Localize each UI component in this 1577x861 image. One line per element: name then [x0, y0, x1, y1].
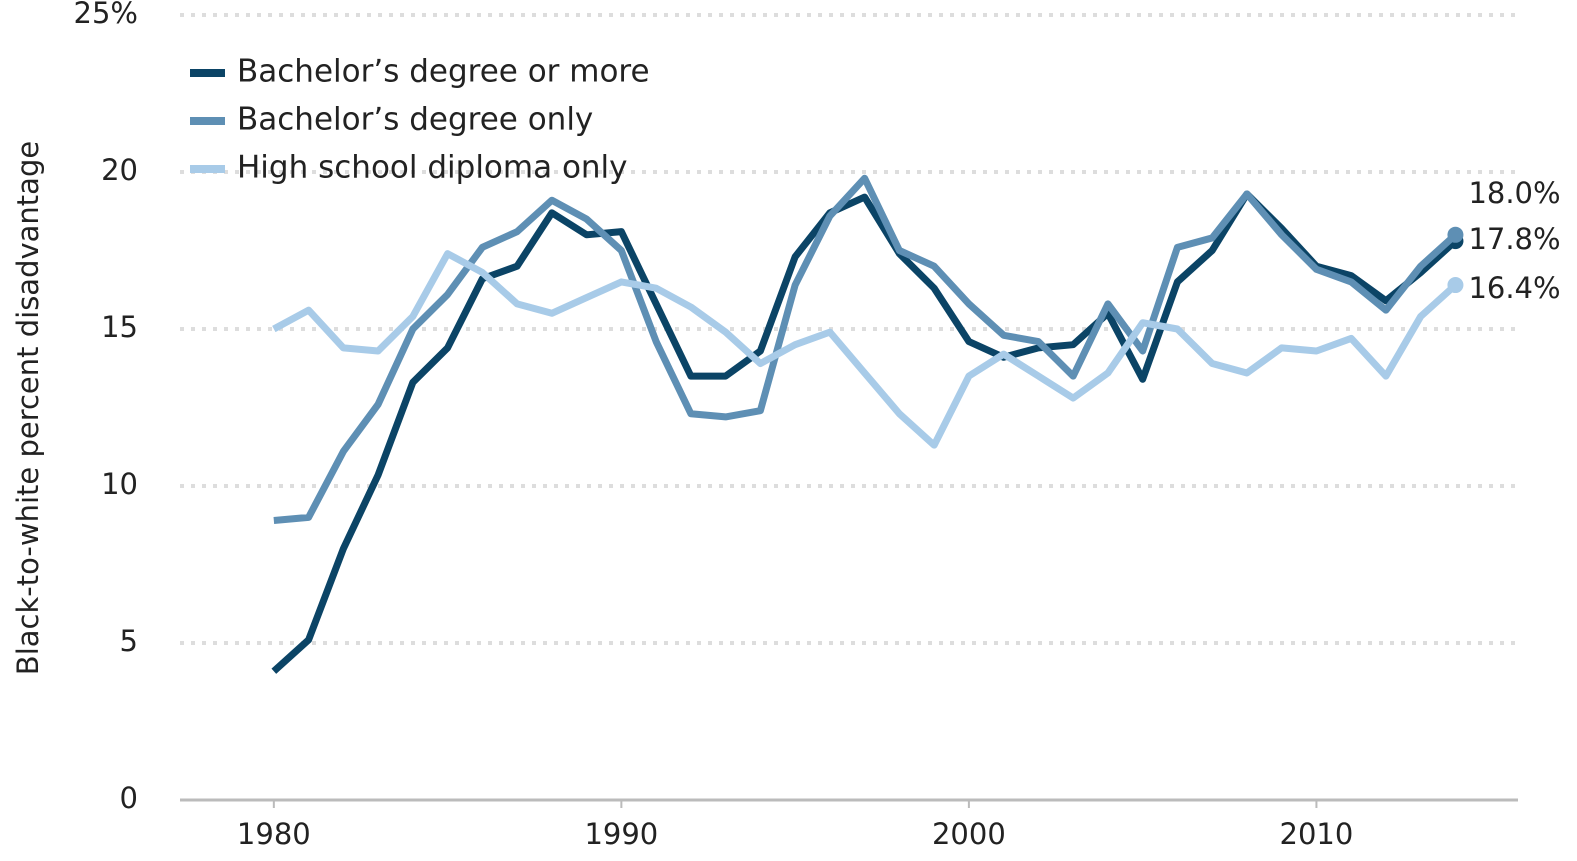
legend-label: High school diploma only: [237, 150, 628, 186]
y-tick-label: 25%: [74, 0, 138, 30]
y-axis-label: Black-to-white percent disadvantage: [11, 141, 45, 675]
y-tick-label: 20: [101, 153, 138, 187]
x-tick-label: 1990: [584, 817, 658, 851]
end-point: [1447, 226, 1464, 243]
x-tick-label: 2000: [932, 817, 1006, 851]
series-line: [272, 250, 1458, 449]
x-tick-label: 1980: [237, 817, 311, 851]
end-point: [1447, 277, 1464, 294]
y-tick-label: 15: [101, 310, 138, 344]
series-line: [271, 190, 1458, 674]
data-label: 18.0%: [1468, 176, 1560, 210]
y-tick-label: 0: [120, 781, 138, 815]
data-label: 16.4%: [1468, 271, 1560, 305]
data-label: 17.8%: [1468, 222, 1560, 256]
x-tick-label: 2010: [1280, 817, 1354, 851]
legend-label: Bachelor’s degree or more: [237, 54, 650, 90]
y-tick-label: 5: [120, 624, 138, 658]
legend-label: Bachelor’s degree only: [237, 102, 593, 138]
y-tick-label: 10: [101, 467, 138, 501]
